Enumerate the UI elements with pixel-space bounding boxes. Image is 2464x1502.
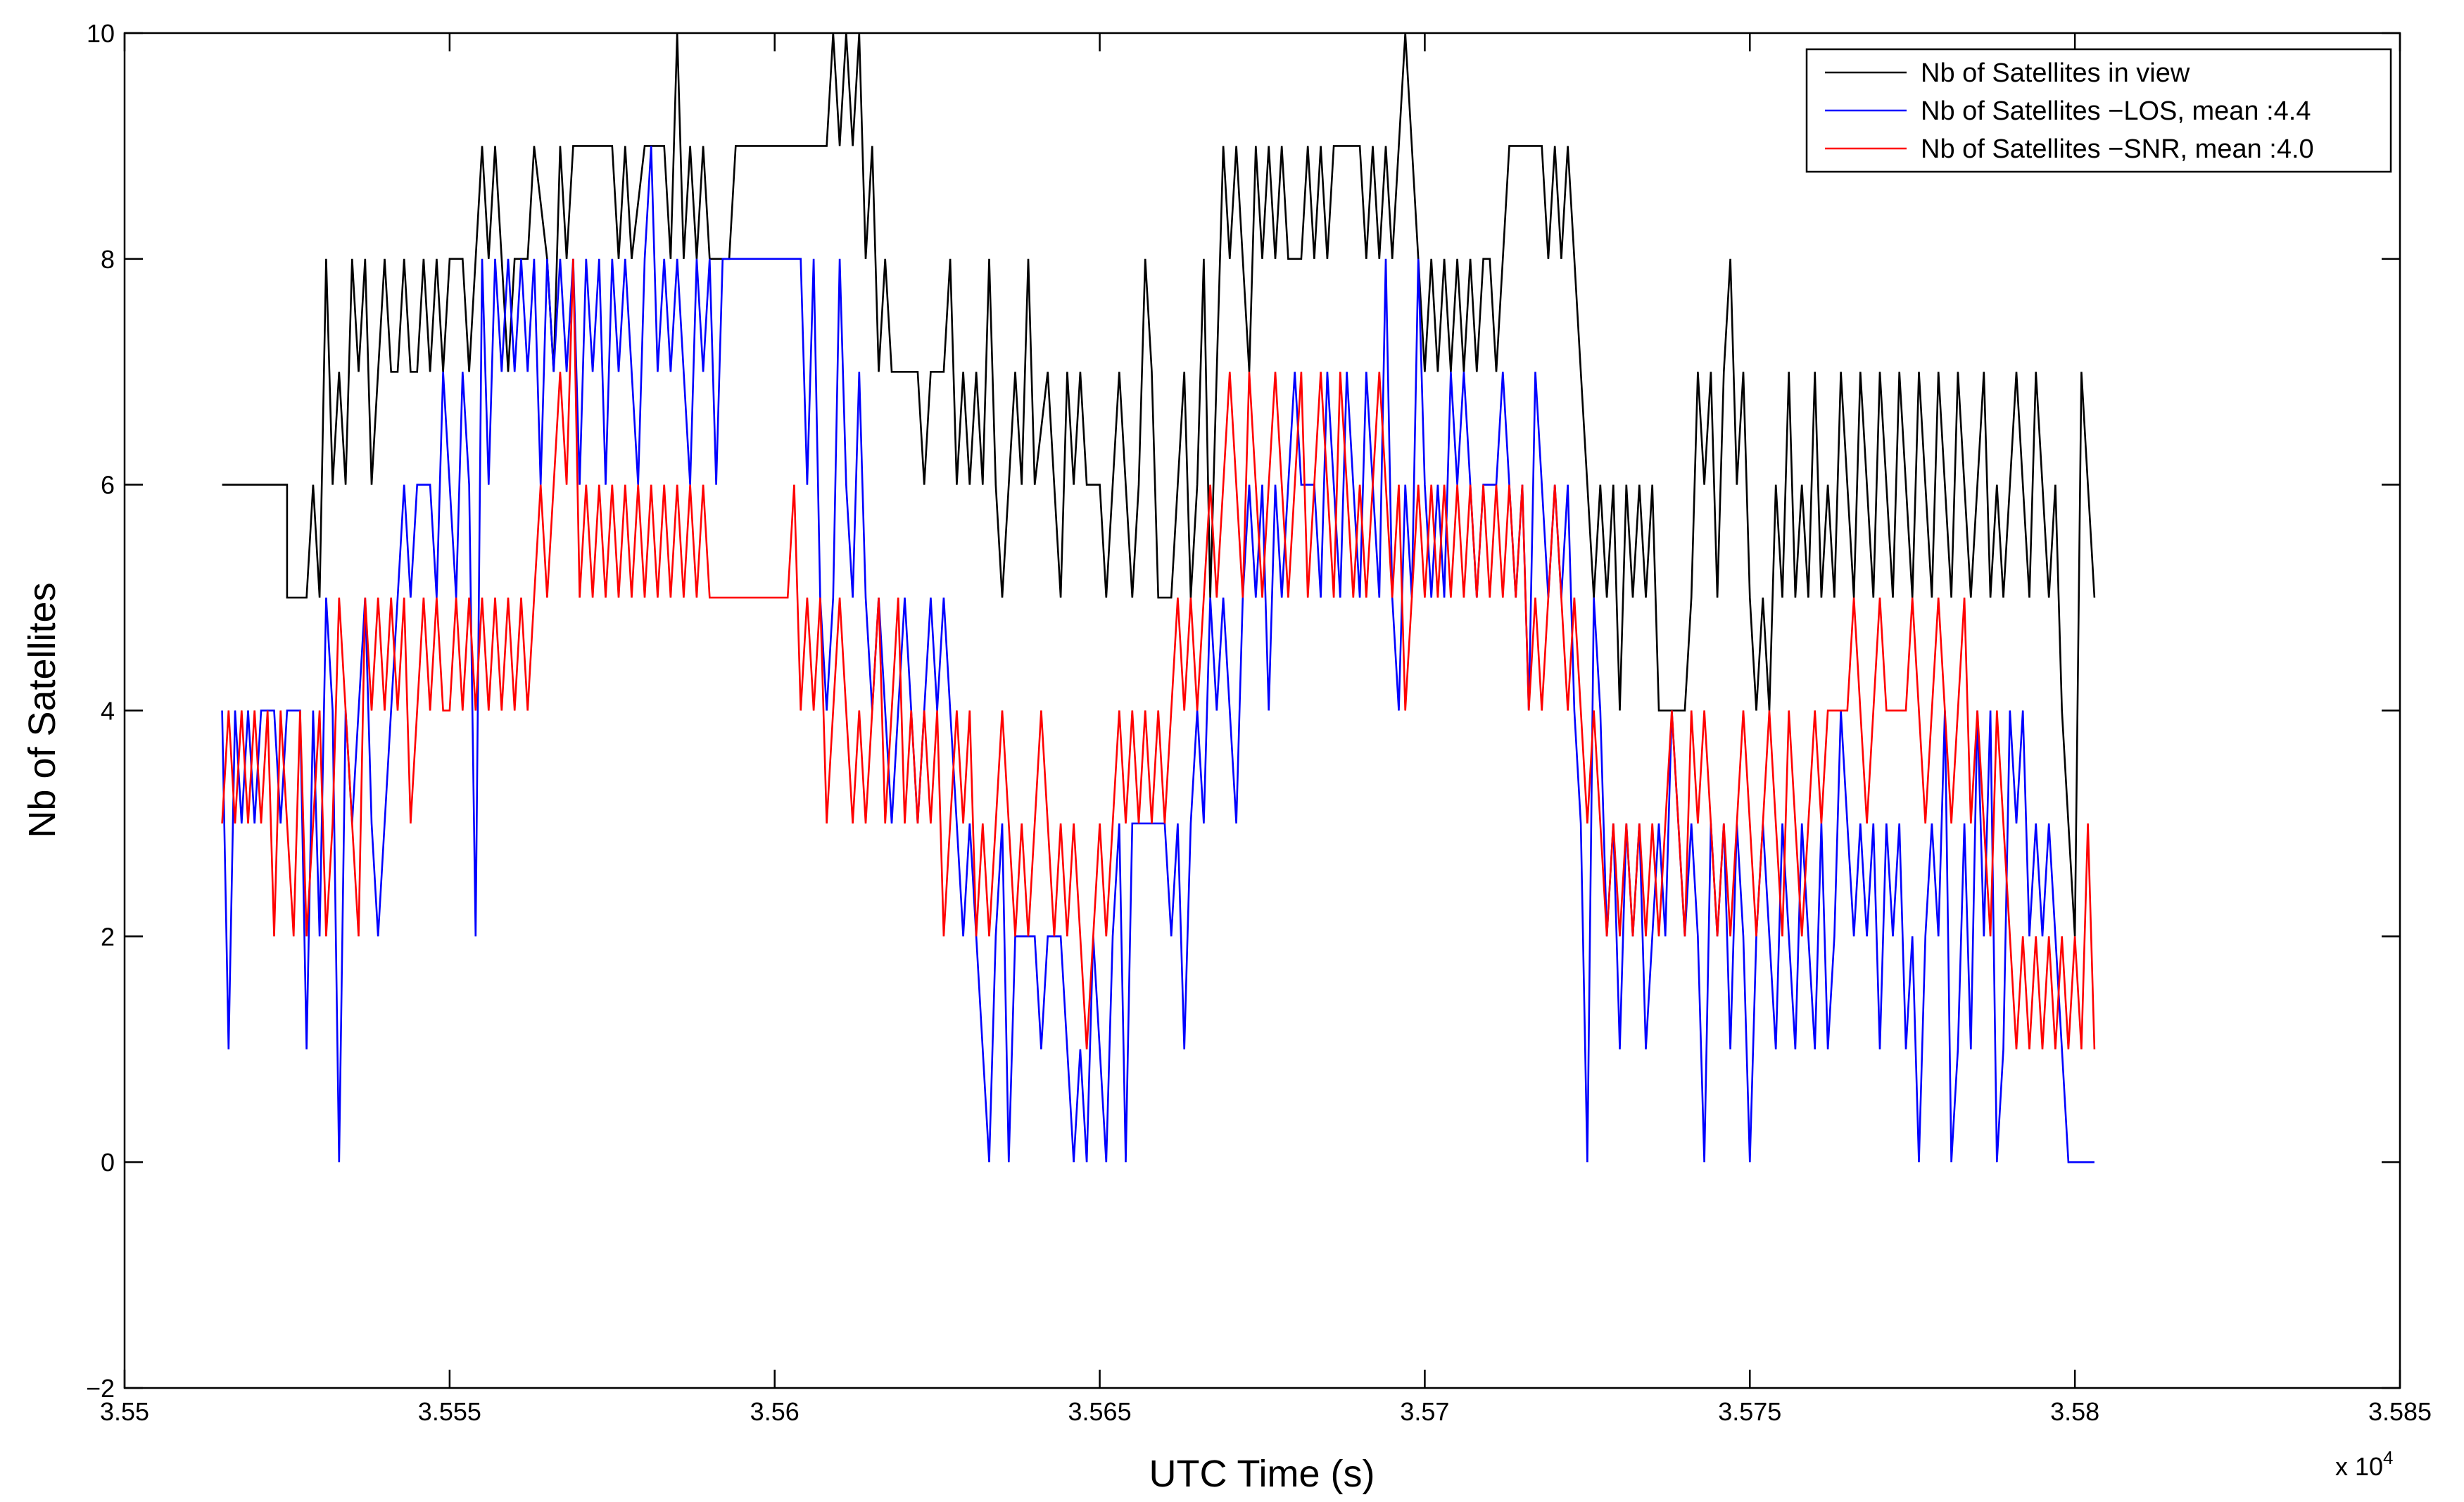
x-axis-multiplier-exponent: 4 — [2383, 1447, 2393, 1468]
series-line-2 — [221, 146, 2095, 1163]
y-axis-label: Nb of Satellites — [21, 582, 63, 838]
plot-background — [125, 33, 2400, 1388]
series-line-1 — [222, 32, 2096, 937]
x-tick-label: 3.555 — [418, 1397, 481, 1426]
series-line-3 — [221, 258, 2096, 1049]
x-tick-label: 3.55 — [100, 1397, 149, 1426]
x-tick-label: 3.575 — [1718, 1397, 1781, 1426]
y-tick-label: 6 — [101, 471, 115, 500]
y-tick-label: 0 — [101, 1148, 115, 1177]
legend-label: Nb of Satellites in view — [1921, 58, 2190, 88]
x-axis-multiplier: x 104 — [2335, 1447, 2394, 1481]
legend: Nb of Satellites in view Nb of Satellites… — [1805, 48, 2392, 173]
x-axis-label: UTC Time (s) — [1149, 1453, 1375, 1495]
axes-layer: 3.55 3.555 3.56 3.565 3.57 3.575 3.58 3.585 −2 0 2… — [86, 19, 2432, 1426]
y-tick-label: 2 — [101, 922, 115, 951]
x-tick-label: 3.56 — [750, 1397, 800, 1426]
series-layer — [221, 32, 2096, 1163]
x-tick-label: 3.565 — [1068, 1397, 1132, 1426]
y-tick-label: −2 — [86, 1374, 115, 1403]
x-axis-multiplier-base: x 10 — [2335, 1452, 2383, 1481]
y-tick-label: 10 — [87, 19, 115, 48]
legend-label: Nb of Satellites −LOS, mean :4.4 — [1921, 96, 2311, 126]
x-tick-label: 3.585 — [2368, 1397, 2432, 1426]
x-tick-label: 3.58 — [2050, 1397, 2099, 1426]
y-tick-label: 8 — [101, 245, 115, 274]
legend-label: Nb of Satellites −SNR, mean :4.0 — [1921, 134, 2314, 164]
y-tick-label: 4 — [101, 697, 115, 726]
x-tick-label: 3.57 — [1400, 1397, 1449, 1426]
